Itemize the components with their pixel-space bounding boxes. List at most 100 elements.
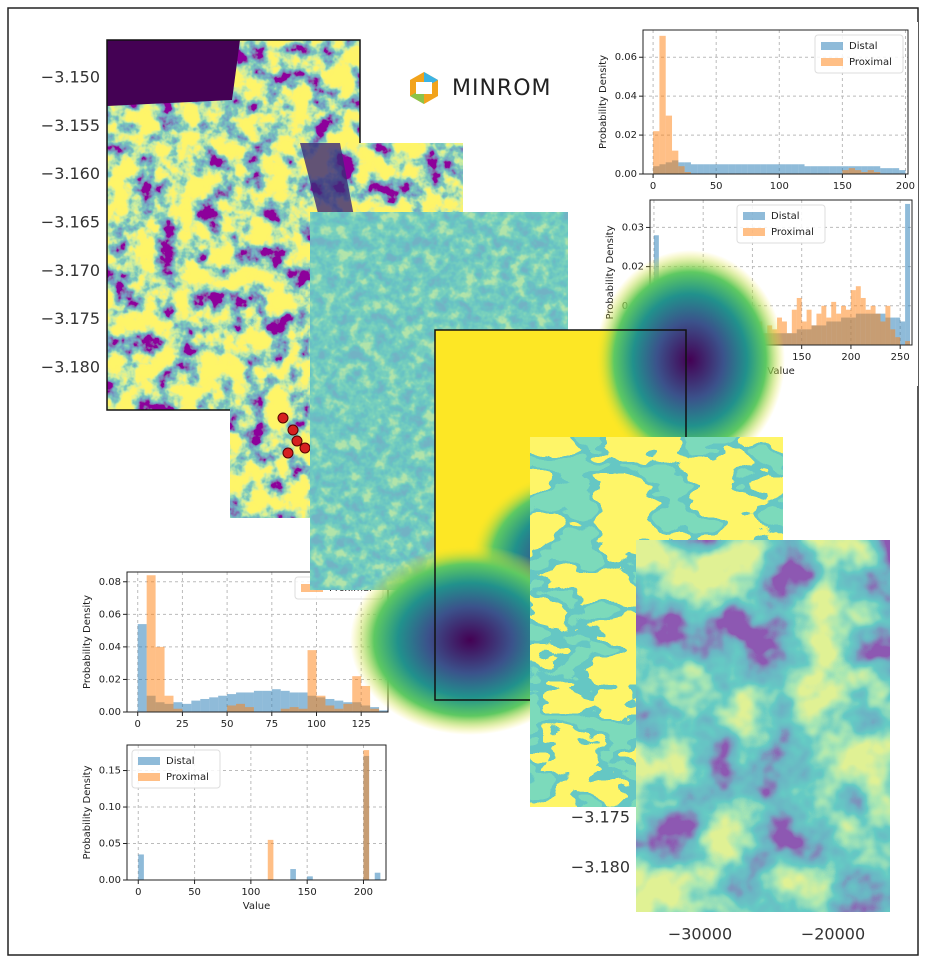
bar: [817, 166, 823, 174]
bar: [729, 164, 735, 174]
y-tick-label: −3.175: [41, 309, 100, 328]
x-tick-label: 50: [188, 887, 201, 898]
y-tick-label: 0.08: [99, 577, 121, 588]
bar: [841, 306, 846, 345]
bar: [735, 164, 741, 174]
bar: [363, 750, 369, 880]
bar: [760, 164, 766, 174]
legend-label: Proximal: [166, 772, 209, 783]
x-tick-label: 0: [135, 719, 141, 730]
bar: [748, 164, 754, 174]
bar: [666, 116, 672, 174]
bar: [147, 575, 156, 712]
bar: [885, 306, 890, 345]
bar: [325, 705, 334, 712]
bar: [316, 696, 325, 712]
y-tick-label: −3.180: [571, 858, 630, 877]
bar: [375, 873, 381, 880]
legend-swatch: [138, 757, 160, 765]
y-tick-label: 0.06: [615, 52, 637, 63]
bar: [672, 151, 678, 174]
x-axis-label: Value: [243, 901, 270, 912]
bar: [268, 840, 274, 880]
y-axis-label: Probability Density: [598, 55, 609, 149]
raster: [636, 540, 890, 912]
legend-label: Proximal: [849, 57, 892, 68]
bar: [352, 676, 361, 712]
bar: [887, 168, 893, 174]
bar: [343, 704, 352, 712]
histogram-panel: 0.000.020.040.06050100150200Probability …: [592, 22, 918, 198]
bar: [156, 647, 165, 712]
y-tick-label: 0.15: [99, 766, 121, 777]
bar: [307, 876, 313, 880]
y-tick-label: −3.155: [41, 116, 100, 135]
y-tick-label: 0.02: [99, 674, 121, 685]
bar: [723, 164, 729, 174]
x-tick-label: −30000: [668, 925, 732, 944]
x-tick-label: 200: [896, 181, 915, 192]
y-tick-label: 0.05: [99, 839, 121, 850]
bar: [659, 36, 665, 174]
y-tick-label: −3.160: [41, 164, 100, 183]
y-tick-label: 0.00: [615, 169, 637, 180]
legend-label: Distal: [166, 756, 195, 767]
bar: [851, 290, 856, 345]
bar: [797, 298, 802, 345]
legend-swatch: [821, 58, 843, 66]
x-tick-label: 100: [770, 181, 789, 192]
x-tick-label: 150: [833, 181, 852, 192]
bar: [821, 306, 826, 345]
x-tick-label: 150: [792, 352, 811, 363]
x-tick-label: 100: [307, 719, 326, 730]
bar: [227, 705, 236, 712]
point: [288, 425, 298, 435]
bar: [792, 310, 797, 345]
x-tick-label: 150: [298, 887, 317, 898]
bar: [880, 321, 885, 345]
bar: [254, 691, 263, 712]
x-tick-label: 25: [176, 719, 189, 730]
bar: [802, 321, 807, 345]
point: [283, 448, 293, 458]
y-tick-label: 0.04: [615, 91, 637, 102]
bar: [899, 170, 905, 174]
bar: [830, 166, 836, 174]
y-tick-label: 0.03: [622, 222, 644, 233]
bar: [218, 696, 227, 712]
x-tick-label: −20000: [801, 925, 865, 944]
bar: [767, 164, 773, 174]
bar: [836, 166, 842, 174]
bar: [871, 306, 876, 345]
bar: [236, 704, 245, 712]
bar: [787, 333, 792, 345]
bar: [716, 164, 722, 174]
legend-swatch: [138, 773, 160, 781]
legend-label: Distal: [849, 41, 878, 52]
bar: [890, 329, 895, 345]
y-axis-label: Probability Density: [82, 595, 93, 689]
y-tick-label: −3.165: [41, 213, 100, 232]
bar: [779, 164, 785, 174]
y-tick-label: −3.170: [41, 261, 100, 280]
bar: [200, 699, 209, 712]
bar: [691, 164, 697, 174]
bar: [842, 170, 848, 174]
bar: [245, 707, 254, 712]
page: 0.000.020.040.060.080255075100125Probabi…: [0, 0, 927, 963]
bar: [792, 164, 798, 174]
bar: [741, 164, 747, 174]
point: [292, 436, 302, 446]
y-tick-label: −3.180: [41, 358, 100, 377]
legend-label: Distal: [771, 211, 800, 222]
bar: [846, 310, 851, 345]
bar: [823, 166, 829, 174]
logo-icon: [416, 82, 432, 94]
bar: [895, 337, 900, 345]
x-tick-label: 250: [891, 352, 910, 363]
y-axis-label: Probability Density: [82, 765, 93, 859]
y-tick-label: 0.06: [99, 609, 121, 620]
bar: [816, 314, 821, 345]
legend-swatch: [743, 228, 765, 236]
